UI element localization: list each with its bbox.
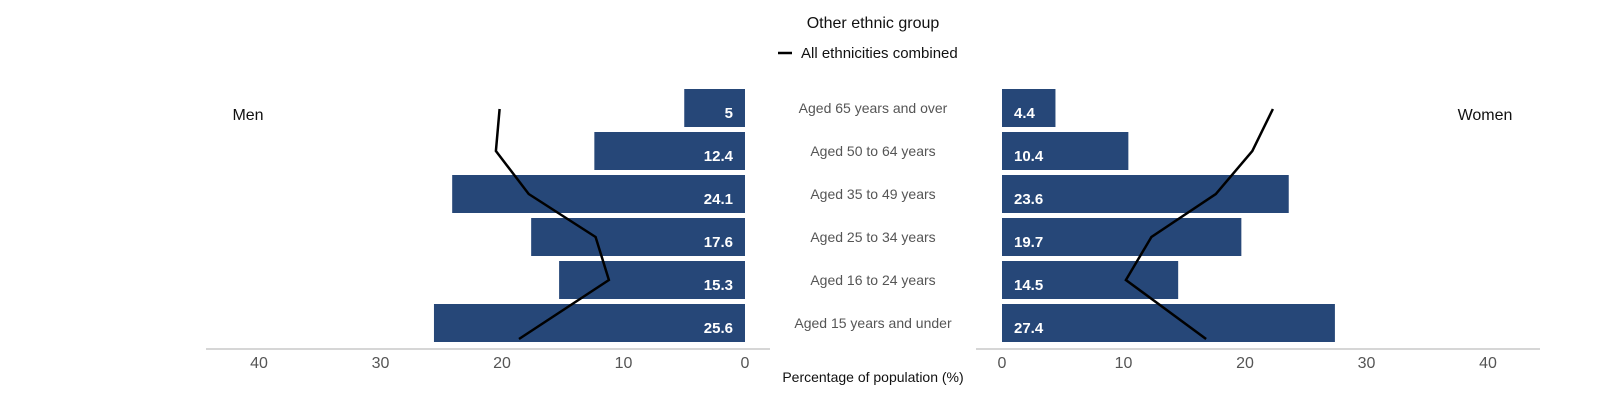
- bar-men-aged-50-to-64-years: [594, 132, 745, 170]
- bar-label-women-aged-50-to-64-years: 10.4: [1014, 148, 1044, 165]
- bar-women-aged-25-to-34-years: [1002, 218, 1242, 256]
- bar-women-aged-15-years-and-under: [1002, 304, 1335, 342]
- x-axis-title: Percentage of population (%): [782, 369, 963, 385]
- bar-label-men-aged-50-to-64-years: 12.4: [704, 148, 734, 165]
- bar-men-aged-35-to-49-years: [452, 175, 745, 213]
- x-tick-right-0: 0: [998, 355, 1007, 372]
- legend-label: All ethnicities combined: [801, 45, 958, 62]
- bar-label-men-aged-35-to-49-years: 24.1: [704, 191, 733, 208]
- x-tick-left-30: 30: [372, 355, 390, 372]
- bar-label-women-aged-35-to-49-years: 23.6: [1014, 191, 1043, 208]
- x-tick-right-10: 10: [1115, 355, 1133, 372]
- bar-women-aged-50-to-64-years: [1002, 132, 1129, 170]
- category-label-aged-65-years-and-over: Aged 65 years and over: [799, 100, 948, 116]
- bar-women-aged-35-to-49-years: [1002, 175, 1289, 213]
- x-tick-left-40: 40: [250, 355, 268, 372]
- bar-label-women-aged-25-to-34-years: 19.7: [1014, 234, 1043, 251]
- bar-labels-group: 5 4.4 12.4 10.4 24.1 23.6 17.6 19.7 15.3 14.5 25.6…: [704, 105, 1044, 337]
- comparison-line-women: [1124, 108, 1275, 341]
- x-tick-right-30: 30: [1358, 355, 1376, 372]
- bar-men-aged-65-years-and-over: [684, 89, 745, 127]
- category-labels-group: Aged 65 years and over Aged 50 to 64 year…: [794, 100, 952, 331]
- x-tick-left-0: 0: [741, 355, 750, 372]
- category-label-aged-35-to-49-years: Aged 35 to 49 years: [810, 186, 935, 202]
- chart-legend: All ethnicities combined: [778, 45, 958, 62]
- bars-group: [433, 89, 1335, 342]
- category-label-aged-16-to-24-years: Aged 16 to 24 years: [810, 272, 935, 288]
- bar-women-aged-16-to-24-years: [1002, 261, 1179, 299]
- side-label-women: Women: [1458, 107, 1513, 124]
- comparison-lines-group: [494, 108, 1275, 341]
- bar-men-aged-15-years-and-under: [433, 304, 745, 342]
- category-label-aged-50-to-64-years: Aged 50 to 64 years: [810, 143, 935, 159]
- bar-men-aged-25-to-34-years: [531, 218, 745, 256]
- category-label-aged-25-to-34-years: Aged 25 to 34 years: [810, 229, 935, 245]
- x-tick-left-20: 20: [493, 355, 511, 372]
- bar-label-women-aged-65-years-and-over: 4.4: [1014, 105, 1036, 122]
- category-label-aged-15-years-and-under: Aged 15 years and under: [794, 315, 952, 331]
- bar-women-aged-65-years-and-over: [1002, 89, 1056, 127]
- bar-label-men-aged-15-years-and-under: 25.6: [704, 320, 733, 337]
- bar-label-men-aged-25-to-34-years: 17.6: [704, 234, 733, 251]
- axes-group: 0 0 10 10 20 20 30 30 40 40: [206, 348, 1540, 372]
- bar-label-women-aged-15-years-and-under: 27.4: [1014, 320, 1044, 337]
- side-label-men: Men: [232, 107, 263, 124]
- bar-label-men-aged-65-years-and-over: 5: [725, 105, 733, 122]
- x-tick-right-40: 40: [1479, 355, 1497, 372]
- x-tick-left-10: 10: [615, 355, 633, 372]
- chart-title: Other ethnic group: [807, 15, 940, 32]
- bar-label-men-aged-16-to-24-years: 15.3: [704, 277, 733, 294]
- comparison-line-men: [494, 108, 611, 341]
- x-tick-right-20: 20: [1236, 355, 1254, 372]
- bar-label-women-aged-16-to-24-years: 14.5: [1014, 277, 1043, 294]
